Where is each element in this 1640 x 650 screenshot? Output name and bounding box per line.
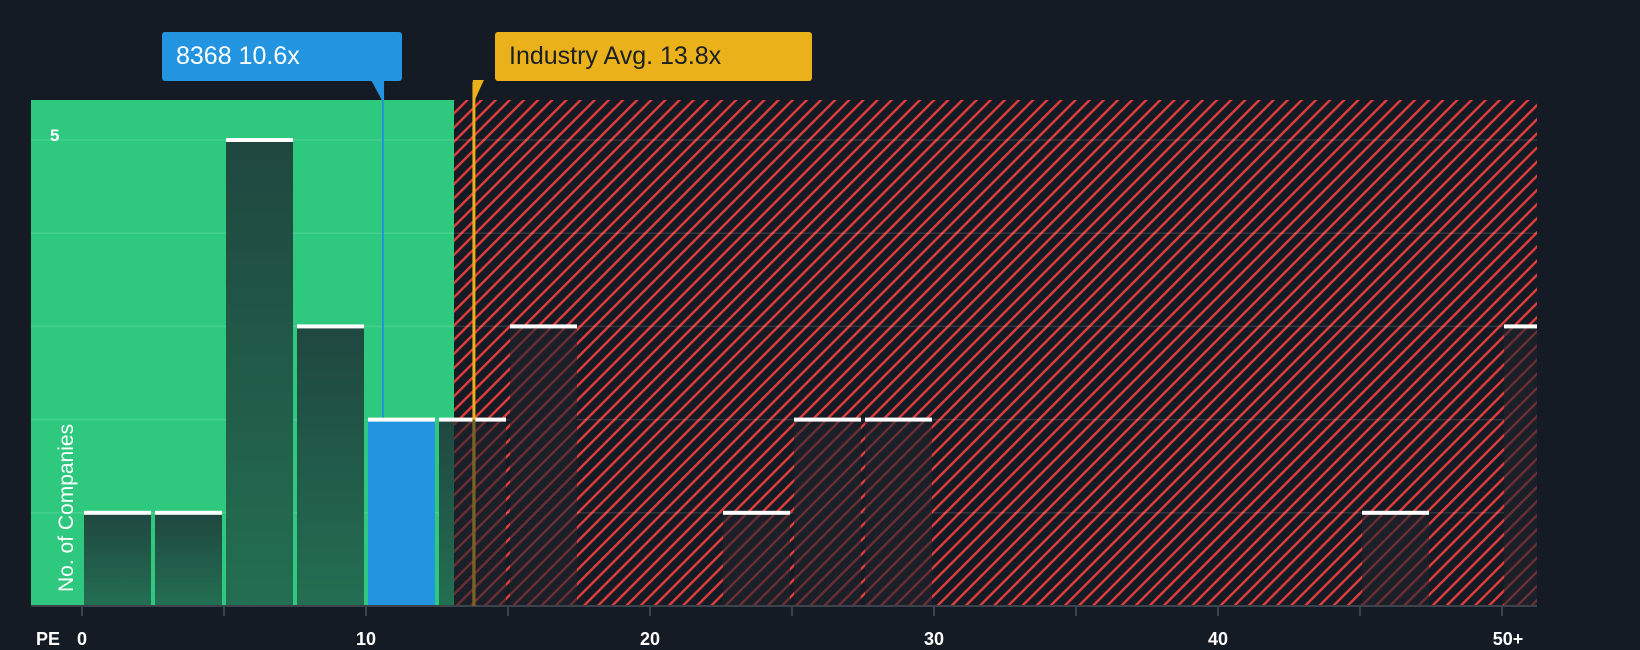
x-axis-title: PE	[36, 629, 61, 649]
histogram-bar	[439, 419, 455, 606]
histogram-bar	[510, 326, 577, 606]
company-pe-text: 8368 10.6x	[176, 42, 300, 70]
histogram-bar	[454, 419, 506, 606]
histogram-bar	[1504, 326, 1537, 606]
marker-lines	[371, 80, 484, 606]
bar-cap	[297, 324, 364, 329]
bar-cap	[84, 510, 151, 515]
bar-cap	[226, 138, 293, 142]
bar-cap	[794, 417, 861, 422]
y-tick-5: 5	[50, 126, 60, 145]
histogram-bar	[84, 512, 151, 606]
x-tick-label: 40	[1207, 629, 1229, 649]
x-tick-label: 20	[639, 629, 661, 649]
histogram-bar	[155, 512, 222, 606]
x-tick-label: 30	[923, 629, 945, 649]
industry-avg-line-dim	[472, 419, 476, 606]
overvalued-zone	[454, 100, 1537, 606]
histogram-bar	[297, 326, 364, 606]
bar-cap	[155, 510, 222, 515]
bar-cap	[865, 417, 932, 422]
industry-avg-pointer	[472, 80, 484, 104]
bar-cap	[510, 324, 577, 329]
histogram-bars	[84, 138, 1537, 606]
company-pe-label: 8368 10.6x	[162, 32, 402, 81]
histogram-bar	[865, 419, 932, 606]
bar-cap	[1504, 324, 1537, 329]
x-tick-label: 50+	[1492, 629, 1524, 649]
x-tick-label: 0	[76, 629, 88, 649]
bar-cap	[368, 417, 435, 422]
x-tick-label: 10	[355, 629, 377, 649]
histogram-bar	[723, 512, 790, 606]
industry-avg-label: Industry Avg. 13.8x	[495, 32, 812, 81]
histogram-bar	[794, 419, 861, 606]
bar-cap	[723, 510, 790, 515]
x-axis	[31, 605, 1537, 616]
histogram-bar	[1362, 512, 1429, 606]
y-axis-title: No. of Companies	[55, 423, 78, 592]
industry-avg-text: Industry Avg. 13.8x	[509, 42, 722, 70]
company-pe-pointer	[371, 80, 385, 104]
histogram-bar	[226, 140, 293, 606]
histogram-bar	[368, 419, 435, 606]
bar-cap	[1362, 510, 1429, 515]
